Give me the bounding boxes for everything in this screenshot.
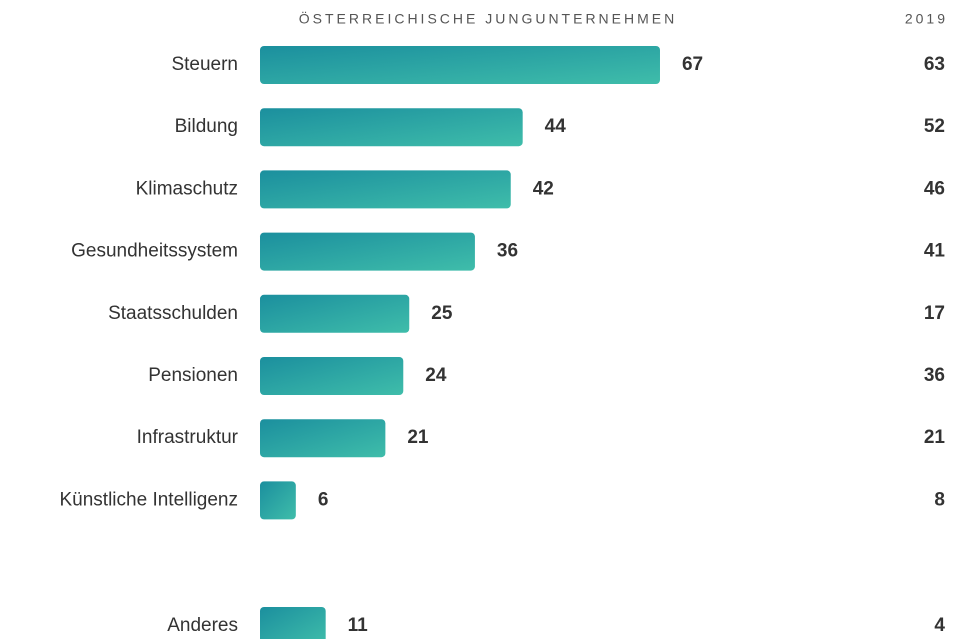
value-label: 25: [431, 303, 453, 324]
bar: [260, 357, 404, 395]
comparison-value: 4: [934, 615, 945, 636]
category-label: Staatsschulden: [108, 303, 238, 324]
comparison-value: 21: [924, 427, 946, 448]
comparison-value: 52: [924, 116, 945, 137]
value-label: 42: [533, 178, 554, 199]
value-label: 44: [545, 116, 567, 137]
category-label: Künstliche Intelligenz: [60, 489, 239, 510]
value-label: 21: [407, 427, 429, 448]
value-label: 11: [348, 615, 369, 636]
bar: [260, 46, 660, 84]
bar: [260, 170, 511, 209]
category-label: Infrastruktur: [137, 427, 239, 448]
comparison-value: 36: [924, 365, 945, 386]
comparison-value: 63: [924, 54, 945, 75]
bar: [260, 232, 475, 271]
comparison-value: 41: [924, 241, 946, 262]
category-label: Steuern: [171, 54, 238, 75]
comparison-value: 8: [934, 489, 945, 510]
value-label: 24: [425, 365, 447, 386]
comparison-value: 17: [924, 303, 945, 324]
comparison-value: 46: [924, 178, 945, 199]
category-label: Bildung: [175, 116, 238, 137]
bar: [260, 294, 410, 333]
bar: [260, 108, 523, 147]
value-label: 67: [682, 54, 703, 75]
category-label: Anderes: [167, 615, 238, 636]
category-label: Pensionen: [148, 365, 238, 386]
bar: [260, 607, 326, 639]
category-label: Gesundheitssystem: [71, 241, 238, 262]
column-header: 2019: [905, 11, 948, 27]
series-header: ÖSTERREICHISCHE JUNGUNTERNEHMEN: [299, 10, 677, 27]
value-label: 6: [318, 489, 329, 510]
value-label: 36: [497, 241, 518, 262]
bar: [260, 419, 386, 458]
category-label: Klimaschutz: [136, 178, 238, 199]
bar: [260, 481, 296, 520]
